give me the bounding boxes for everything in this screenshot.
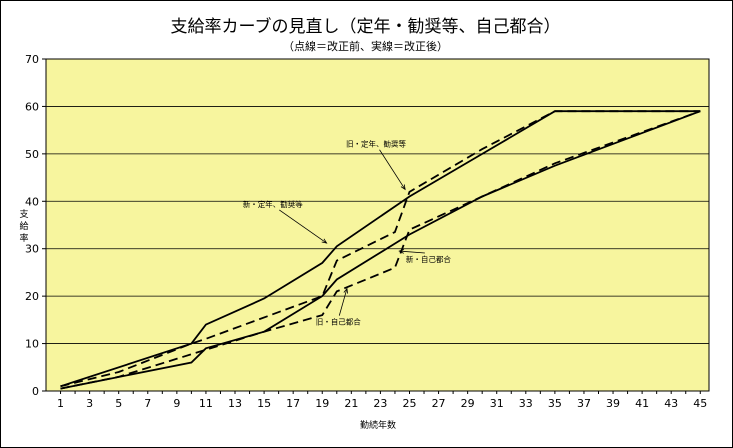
annotation-arrow — [279, 209, 327, 244]
series-line-new-teinen — [60, 110, 701, 388]
x-tick-label: 41 — [635, 397, 649, 410]
x-axis-label: 勤続年数 — [360, 419, 396, 431]
series-line-new-jiko — [60, 110, 701, 390]
annotation-arrow — [379, 149, 406, 190]
annotation-arrowhead — [321, 238, 328, 244]
annotation-arrowhead — [398, 249, 405, 254]
x-tick-label: 3 — [86, 397, 93, 410]
series-line-old-teinen — [60, 110, 701, 388]
annotation-new-teinen-label: 新・定年、勧奨等 — [243, 199, 303, 209]
y-tick-label: 10 — [25, 338, 39, 351]
gridlines — [46, 106, 709, 344]
x-tick-label: 7 — [144, 397, 151, 410]
series-lines — [60, 110, 701, 390]
y-tick-label: 20 — [25, 290, 39, 303]
annotation-arrowhead — [343, 287, 348, 294]
x-tick-label: 17 — [286, 397, 300, 410]
x-tick-label: 1 — [57, 397, 64, 410]
x-tick-label: 11 — [199, 397, 213, 410]
y-axis-label-char: 率 — [19, 232, 28, 244]
y-tick-label: 70 — [25, 53, 39, 66]
x-tick-label: 27 — [432, 397, 446, 410]
chart-subtitle: （点線＝改正前、実線＝改正後） — [283, 40, 448, 53]
x-tick-label: 15 — [257, 397, 271, 410]
annotation-new-jiko-label: 新・自己都合 — [406, 254, 451, 264]
x-axis: 1 3 5 7 9 11 13 15 17 19 21 23 25 27 29 31 33 35 37 39 41 43 4… — [57, 391, 707, 410]
annotation-old-teinen-label: 旧・定年、勧奨等 — [346, 139, 406, 149]
plot-area — [45, 58, 710, 392]
x-tick-label: 21 — [344, 397, 358, 410]
x-tick-label: 5 — [115, 397, 122, 410]
annotation-arrow — [338, 288, 348, 316]
y-tick-label: 50 — [25, 148, 39, 161]
y-tick-label: 40 — [25, 195, 39, 208]
x-tick-label: 23 — [373, 397, 387, 410]
x-tick-label: 29 — [461, 397, 475, 410]
y-axis-label-char: 給 — [19, 220, 28, 232]
annotation-arrow — [399, 250, 425, 254]
chart-title: 支給率カーブの見直し（定年・勧奨等、自己都合） — [170, 17, 561, 37]
y-axis-label: 支給率 — [19, 208, 28, 244]
x-tick-label: 43 — [664, 397, 678, 410]
x-tick-label: 45 — [693, 397, 707, 410]
x-tick-label: 31 — [490, 397, 504, 410]
x-tick-label: 33 — [519, 397, 533, 410]
y-tick-label: 30 — [25, 243, 39, 256]
y-tick-label: 0 — [32, 385, 39, 398]
y-tick-label: 60 — [25, 100, 39, 113]
series-line-old-jiko — [60, 110, 701, 390]
x-tick-label: 13 — [228, 397, 242, 410]
x-tick-label: 39 — [606, 397, 620, 410]
annotation-arrowhead — [400, 184, 406, 191]
annotation-old-jiko-label: 旧・自己都合 — [316, 317, 361, 327]
x-tick-label: 25 — [402, 397, 416, 410]
y-axis-label-char: 支 — [19, 208, 28, 220]
x-tick-label: 9 — [173, 397, 180, 410]
x-tick-label: 19 — [315, 397, 329, 410]
x-tick-label: 37 — [577, 397, 591, 410]
x-tick-label: 35 — [548, 397, 562, 410]
y-axis: 0 10 20 30 40 50 60 70 — [25, 53, 46, 398]
